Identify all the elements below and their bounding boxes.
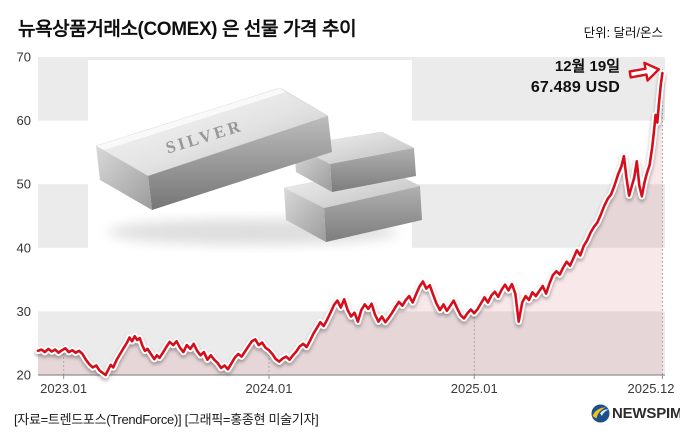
page-title: 뉴욕상품거래소(COMEX) 은 선물 가격 추이 bbox=[18, 19, 357, 40]
x-tick-label: 2025.01 bbox=[451, 381, 498, 396]
unit-label: 단위: 달러/온스 bbox=[583, 26, 663, 40]
newspim-brand: NEWSPIM bbox=[591, 404, 680, 423]
y-tick-label: 40 bbox=[17, 240, 31, 255]
x-tick-label: 2024.01 bbox=[245, 381, 292, 396]
y-tick-label: 50 bbox=[17, 177, 31, 192]
annotation-date: 12월 19일 bbox=[554, 58, 620, 75]
price-line-group bbox=[34, 69, 666, 379]
newspim-logo-text: NEWSPIM bbox=[612, 405, 680, 422]
y-tick-label: 30 bbox=[17, 304, 31, 319]
newspim-logo-icon bbox=[591, 404, 610, 423]
price-line bbox=[36, 71, 664, 377]
x-tick-label: 2025.12 bbox=[628, 381, 675, 396]
last-point-annotation: 12월 19일 67.489 USD bbox=[470, 55, 620, 97]
plot-layer: 2023.01 2024.01 2025.01 2025.12 20 30 40 50 60 70 bbox=[17, 50, 675, 397]
x-tick-label: 2023.01 bbox=[40, 381, 87, 396]
annotation-value: 67.489 USD bbox=[530, 79, 620, 96]
price-area-fill bbox=[38, 73, 663, 375]
arrow-right-icon bbox=[628, 60, 662, 84]
y-tick-label: 20 bbox=[17, 368, 31, 383]
y-tick-label: 70 bbox=[17, 50, 31, 65]
y-tick-label: 60 bbox=[17, 113, 31, 128]
source-credit: [자료=트렌드포스(TrendForce)] [그래픽=홍종현 미술기자] bbox=[14, 412, 319, 427]
silver-bars-image: SILVER bbox=[88, 60, 422, 252]
